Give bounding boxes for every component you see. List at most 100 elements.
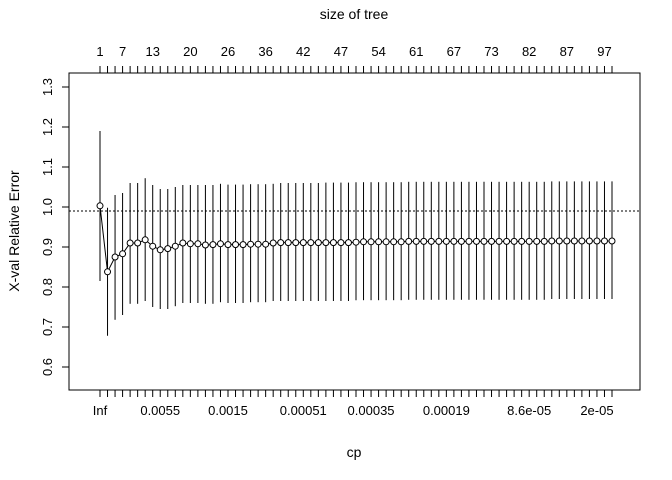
- data-point: [262, 240, 270, 248]
- data-point: [277, 239, 285, 247]
- data-point: [472, 237, 480, 245]
- top-axis-title: size of tree: [320, 6, 389, 22]
- data-point: [382, 238, 390, 246]
- plot-box: [68, 72, 641, 391]
- data-point: [104, 268, 112, 276]
- data-point: [503, 237, 511, 245]
- top-tick-label: 61: [409, 44, 423, 59]
- data-point: [420, 237, 428, 245]
- data-point: [314, 239, 322, 247]
- data-point: [299, 239, 307, 247]
- top-tick-label: 97: [597, 44, 611, 59]
- data-point: [201, 241, 209, 249]
- x-tick-label: 0.0015: [208, 403, 248, 418]
- top-tick-label: 1: [96, 44, 103, 59]
- data-point: [435, 237, 443, 245]
- data-point: [337, 239, 345, 247]
- data-point: [390, 238, 398, 246]
- data-point: [284, 239, 292, 247]
- data-point: [593, 237, 601, 245]
- data-point: [495, 237, 503, 245]
- top-tick-label: 13: [145, 44, 159, 59]
- data-point: [352, 238, 360, 246]
- data-point: [375, 238, 383, 246]
- data-point: [442, 237, 450, 245]
- data-point: [608, 237, 616, 245]
- data-point: [322, 239, 330, 247]
- data-point: [570, 237, 578, 245]
- data-point: [578, 237, 586, 245]
- top-tick-label: 20: [183, 44, 197, 59]
- data-point: [111, 253, 119, 261]
- y-tick-label: 1.0: [40, 198, 55, 216]
- data-point: [171, 242, 179, 250]
- points-group: [96, 202, 616, 276]
- top-tick-label: 54: [371, 44, 385, 59]
- data-point: [269, 239, 277, 247]
- y-tick-label: 0.9: [40, 238, 55, 256]
- x-axis: Inf 0.0055 0.0015 0.00051 0.00035 0.00019 8.6e…: [93, 390, 614, 418]
- data-point: [548, 237, 556, 245]
- data-point: [141, 236, 149, 244]
- x-tick-label: 0.00035: [348, 403, 395, 418]
- data-point: [585, 237, 593, 245]
- data-point: [457, 237, 465, 245]
- x-tick-label: 0.00019: [423, 403, 470, 418]
- data-point: [465, 237, 473, 245]
- x-tick-label: Inf: [93, 403, 108, 418]
- data-point: [247, 240, 255, 248]
- y-tick-label: 0.8: [40, 278, 55, 296]
- x-tick-label: 2e-05: [580, 403, 613, 418]
- data-point: [412, 237, 420, 245]
- top-tick-label: 7: [119, 44, 126, 59]
- data-point: [329, 239, 337, 247]
- x-tick-label: 0.0055: [140, 403, 180, 418]
- top-tick-label: 82: [522, 44, 536, 59]
- x-tick-label: 0.00051: [280, 403, 327, 418]
- data-point: [600, 237, 608, 245]
- data-point: [563, 237, 571, 245]
- data-point: [480, 237, 488, 245]
- data-point: [405, 237, 413, 245]
- top-tick-label: 42: [296, 44, 310, 59]
- data-point: [96, 202, 104, 210]
- top-tick-label: 73: [484, 44, 498, 59]
- top-axis: 1 7 13 20 26 36 42 47 54 61 67 73 82 87 97: [96, 44, 613, 73]
- data-point: [292, 239, 300, 247]
- y-axis-title: X-val Relative Error: [6, 170, 22, 292]
- data-point: [126, 239, 134, 247]
- data-point: [194, 240, 202, 248]
- data-point: [149, 242, 157, 250]
- data-point: [344, 239, 352, 247]
- data-point: [216, 240, 224, 248]
- data-point: [134, 239, 142, 247]
- top-tick-label: 47: [334, 44, 348, 59]
- data-point: [450, 237, 458, 245]
- data-point: [488, 237, 496, 245]
- data-point: [239, 241, 247, 249]
- data-point: [518, 237, 526, 245]
- data-point: [427, 237, 435, 245]
- y-tick-label: 0.7: [40, 318, 55, 336]
- data-point: [555, 237, 563, 245]
- data-point: [119, 250, 127, 258]
- top-tick-label: 67: [447, 44, 461, 59]
- data-point: [533, 237, 541, 245]
- data-point: [360, 238, 368, 246]
- data-point: [510, 237, 518, 245]
- data-point: [254, 240, 262, 248]
- data-point: [232, 241, 240, 249]
- y-tick-label: 1.2: [40, 118, 55, 136]
- top-tick-label: 36: [258, 44, 272, 59]
- y-tick-label: 0.6: [40, 358, 55, 376]
- y-axis: 0.6 0.7 0.8 0.9 1.0 1.1 1.2 1.3: [40, 78, 69, 376]
- x-axis-title: cp: [347, 444, 362, 460]
- data-point: [164, 245, 172, 253]
- data-point: [307, 239, 315, 247]
- data-point: [367, 238, 375, 246]
- y-tick-label: 1.1: [40, 158, 55, 176]
- data-point: [224, 241, 232, 249]
- y-tick-label: 1.3: [40, 78, 55, 96]
- data-point: [397, 238, 405, 246]
